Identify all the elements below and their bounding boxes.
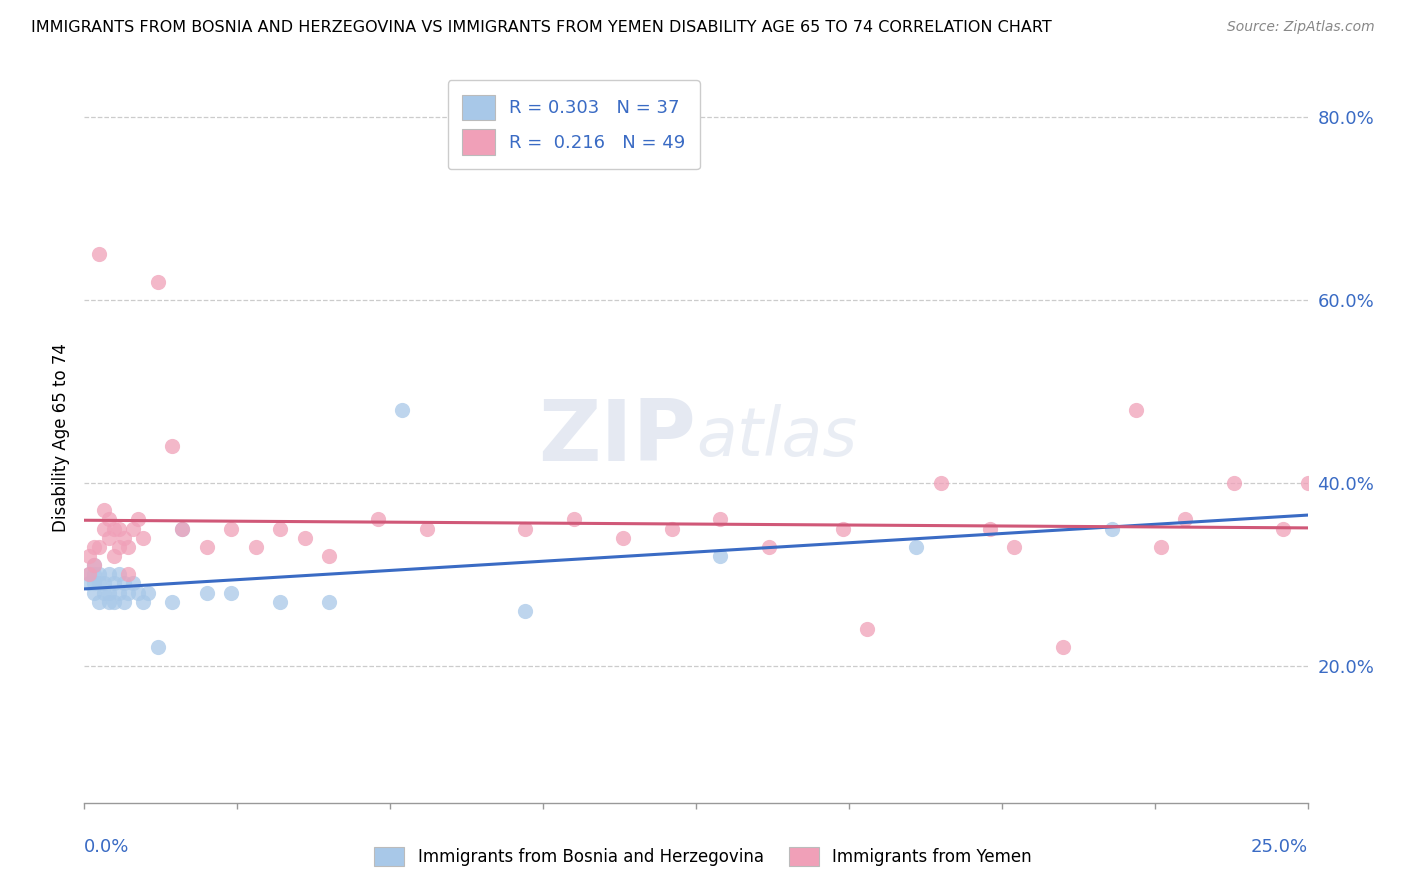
Point bbox=[77, 567, 100, 582]
Point bbox=[83, 567, 105, 582]
Legend: R = 0.303   N = 37, R =  0.216   N = 49: R = 0.303 N = 37, R = 0.216 N = 49 bbox=[447, 80, 700, 169]
Point bbox=[117, 540, 139, 554]
Point bbox=[269, 594, 291, 608]
Point bbox=[77, 567, 100, 582]
Point bbox=[97, 585, 120, 599]
Point bbox=[127, 585, 149, 599]
Point bbox=[219, 521, 242, 535]
Point bbox=[318, 549, 340, 563]
Point bbox=[87, 594, 110, 608]
Point bbox=[112, 594, 135, 608]
Point bbox=[132, 594, 155, 608]
Point bbox=[93, 576, 115, 591]
Point bbox=[77, 549, 100, 563]
Point bbox=[1174, 512, 1197, 526]
Point bbox=[97, 594, 120, 608]
Point bbox=[103, 521, 125, 535]
Text: ZIP: ZIP bbox=[538, 395, 696, 479]
Text: 25.0%: 25.0% bbox=[1250, 838, 1308, 856]
Point bbox=[172, 521, 194, 535]
Point bbox=[1223, 475, 1246, 490]
Point bbox=[103, 594, 125, 608]
Point bbox=[979, 521, 1001, 535]
Point bbox=[758, 540, 780, 554]
Point bbox=[117, 567, 139, 582]
Point bbox=[562, 512, 585, 526]
Point bbox=[97, 567, 120, 582]
Point bbox=[831, 521, 853, 535]
Point bbox=[416, 521, 439, 535]
Point bbox=[93, 503, 115, 517]
Point bbox=[1002, 540, 1025, 554]
Point bbox=[87, 540, 110, 554]
Legend: Immigrants from Bosnia and Herzegovina, Immigrants from Yemen: Immigrants from Bosnia and Herzegovina, … bbox=[368, 840, 1038, 873]
Point bbox=[107, 567, 129, 582]
Point bbox=[661, 521, 683, 535]
Point bbox=[117, 585, 139, 599]
Point bbox=[195, 585, 218, 599]
Point bbox=[122, 521, 145, 535]
Point bbox=[83, 576, 105, 591]
Point bbox=[122, 576, 145, 591]
Point bbox=[107, 540, 129, 554]
Point bbox=[112, 531, 135, 545]
Point bbox=[87, 576, 110, 591]
Point bbox=[93, 521, 115, 535]
Point bbox=[709, 549, 731, 563]
Point bbox=[1296, 475, 1319, 490]
Point bbox=[162, 439, 184, 453]
Point bbox=[103, 549, 125, 563]
Point bbox=[132, 531, 155, 545]
Point bbox=[87, 567, 110, 582]
Point bbox=[856, 622, 879, 636]
Point bbox=[172, 521, 194, 535]
Point bbox=[103, 576, 125, 591]
Point bbox=[97, 531, 120, 545]
Point bbox=[513, 521, 536, 535]
Point bbox=[1125, 402, 1147, 417]
Point bbox=[136, 585, 159, 599]
Point bbox=[83, 540, 105, 554]
Point bbox=[195, 540, 218, 554]
Point bbox=[93, 585, 115, 599]
Text: 0.0%: 0.0% bbox=[84, 838, 129, 856]
Point bbox=[612, 531, 634, 545]
Point bbox=[146, 275, 169, 289]
Point bbox=[107, 521, 129, 535]
Point bbox=[294, 531, 316, 545]
Point bbox=[905, 540, 928, 554]
Point bbox=[83, 558, 105, 573]
Point bbox=[107, 585, 129, 599]
Text: atlas: atlas bbox=[696, 404, 858, 470]
Point bbox=[367, 512, 389, 526]
Point bbox=[1052, 640, 1074, 655]
Point bbox=[513, 604, 536, 618]
Point bbox=[97, 512, 120, 526]
Point bbox=[1150, 540, 1173, 554]
Point bbox=[146, 640, 169, 655]
Point bbox=[112, 576, 135, 591]
Point bbox=[83, 558, 105, 573]
Point bbox=[391, 402, 413, 417]
Point bbox=[318, 594, 340, 608]
Text: Source: ZipAtlas.com: Source: ZipAtlas.com bbox=[1227, 20, 1375, 34]
Point bbox=[929, 475, 952, 490]
Point bbox=[87, 247, 110, 261]
Y-axis label: Disability Age 65 to 74: Disability Age 65 to 74 bbox=[52, 343, 70, 532]
Point bbox=[1272, 521, 1295, 535]
Point bbox=[245, 540, 267, 554]
Point bbox=[219, 585, 242, 599]
Point bbox=[77, 576, 100, 591]
Text: IMMIGRANTS FROM BOSNIA AND HERZEGOVINA VS IMMIGRANTS FROM YEMEN DISABILITY AGE 6: IMMIGRANTS FROM BOSNIA AND HERZEGOVINA V… bbox=[31, 20, 1052, 35]
Point bbox=[269, 521, 291, 535]
Point bbox=[1101, 521, 1123, 535]
Point bbox=[83, 585, 105, 599]
Point bbox=[127, 512, 149, 526]
Point bbox=[162, 594, 184, 608]
Point bbox=[709, 512, 731, 526]
